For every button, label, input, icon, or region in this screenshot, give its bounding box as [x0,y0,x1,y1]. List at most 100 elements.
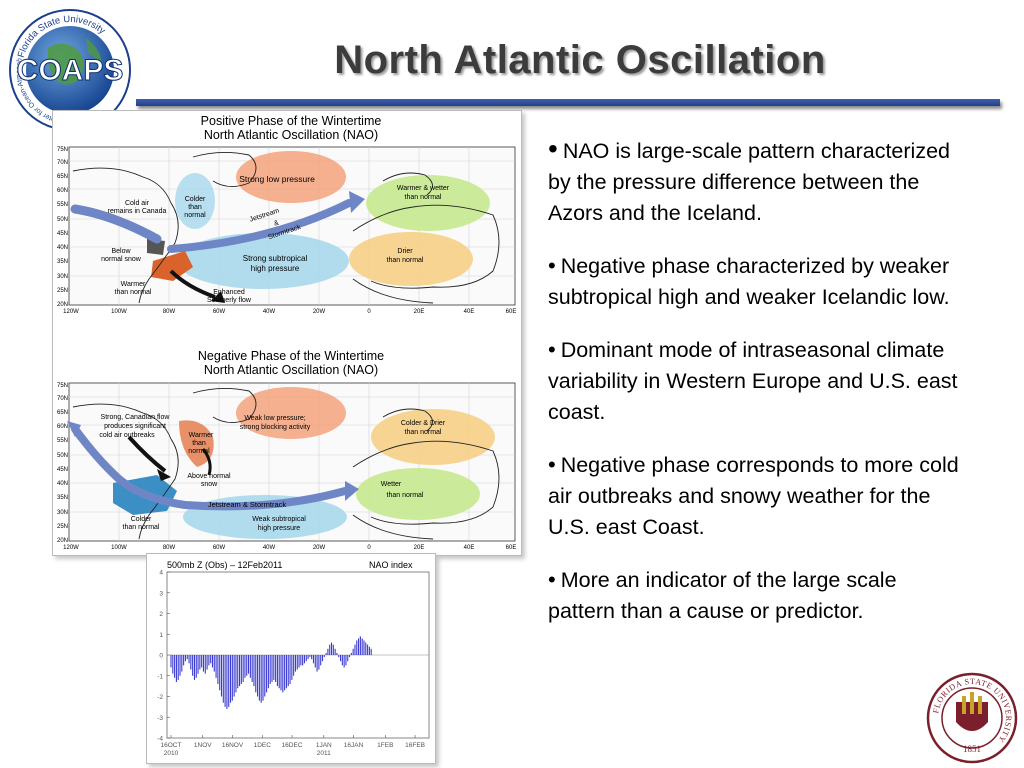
neg-ann-wetter-2: than normal [387,492,424,499]
nao-index-chart: 500mb Z (Obs) – 12Feb2011 NAO index 4 3 2 1… [146,553,436,764]
x-tick-sublabel: 2011 [317,750,331,757]
pos-title-2: North Atlantic Oscillation (NAO) [204,128,378,142]
y-tick-label: 2 [159,611,163,618]
pos-ann-warmer-1: Warmer [121,281,146,288]
svg-text:40W: 40W [263,545,276,551]
svg-text:50N: 50N [57,217,68,223]
pos-ann-drier-2: than normal [387,257,424,264]
pos-ann-jet-2: & [273,219,280,227]
neg-ann-canada-3: cold air outbreaks [99,432,155,439]
svg-text:60W: 60W [213,309,226,315]
svg-text:40W: 40W [263,309,276,315]
x-tick-label: 1JAN [316,742,332,749]
neg-ann-warmer-2: than [192,440,206,447]
bullet-list: • NAO is large-scale pattern characterize… [548,133,968,648]
pos-lon-labels: 120W 100W 80W 60W 40W 20W 0 20E 40E 60E [63,309,516,315]
coaps-logo-icon: Florida State University Center for Ocea… [8,8,131,131]
bullet-item: • More an indicator of the large scale pa… [548,567,897,623]
svg-text:40N: 40N [57,245,68,251]
svg-text:20N: 20N [57,538,68,544]
pos-ann-cold-2: remains in Canada [108,208,167,215]
svg-text:60N: 60N [57,424,68,430]
neg-ann-above-1: Above normal [187,473,231,480]
neg-ann-low-1: Weak low pressure; [244,415,305,422]
pos-ann-below-2: normal snow [101,256,142,263]
bullet-item: • Dominant mode of intraseasonal climate … [548,337,958,424]
svg-text:60N: 60N [57,188,68,194]
bullet-item: • Negative phase characterized by weaker … [548,253,950,309]
y-tick-label: -2 [157,694,163,701]
svg-text:120W: 120W [63,309,79,315]
svg-text:55N: 55N [57,202,68,208]
svg-text:25N: 25N [57,524,68,530]
y-tick-label: 4 [159,570,163,577]
pos-ann-colder-2: than [188,204,202,211]
bullet-item: • NAO is large-scale pattern characterize… [548,133,950,225]
x-tick-label: 16NOV [222,742,244,749]
neg-ann-colder-2: than normal [123,524,160,531]
svg-text:80W: 80W [163,309,176,315]
nao-index-svg: 500mb Z (Obs) – 12Feb2011 NAO index 4 3 2 1… [157,560,430,757]
neg-ann-jet: Jetstream & Stormtrack [208,500,287,509]
neg-lon-labels: 120W 100W 80W 60W 40W 20W 0 20E 40E 60E [63,545,516,551]
x-tick-label: 1DEC [254,742,272,749]
neg-ann-colderdrier-2: than normal [405,429,442,436]
svg-text:0: 0 [367,545,371,551]
nao-maps-svg: Positive Phase of the Wintertime North A… [57,114,516,551]
svg-text:25N: 25N [57,288,68,294]
university-seal-icon: FLORIDA STATE UNIVERSITY 1851 [926,672,1018,764]
svg-text:65N: 65N [57,174,68,180]
svg-text:40N: 40N [57,481,68,487]
svg-text:80W: 80W [163,545,176,551]
pos-ann-flow-1: Enhanced [213,289,245,296]
neg-ann-colder-1: Colder [131,516,152,523]
svg-text:40E: 40E [464,545,475,551]
svg-text:40E: 40E [464,309,475,315]
x-tick-label: 16DEC [282,742,303,749]
neg-title-2: North Atlantic Oscillation (NAO) [204,363,378,377]
neg-ann-canada-1: Strong, Canadian flow [101,414,171,421]
neg-ann-warmer-1: Warmer [189,432,214,439]
x-tick-label: 16FEB [405,742,425,749]
neg-ann-warmer-3: normal [188,448,210,455]
neg-lat-labels: 75N 70N 65N 60N 55N 50N 45N 40N 35N 30N … [57,383,68,544]
bullet-item: • Negative phase corresponds to more cold… [548,452,959,539]
pos-ann-cold-1: Cold air [125,200,150,207]
svg-text:0: 0 [367,309,371,315]
index-chart-title: 500mb Z (Obs) – 12Feb2011 [167,560,282,570]
x-tick-sublabel: 2010 [164,750,179,757]
svg-text:120W: 120W [63,545,79,551]
pos-lat-labels: 75N 70N 65N 60N 55N 50N 45N 40N 35N 30N … [57,147,68,308]
x-tick-label: 1FEB [377,742,393,749]
pos-ann-high-1: Strong subtropical [243,254,308,263]
neg-map: 75N 70N 65N 60N 55N 50N 45N 40N 35N 30N … [57,382,516,551]
svg-text:60E: 60E [506,309,517,315]
neg-ann-high-2: high pressure [258,525,301,532]
page-title: North Atlantic Oscillation [334,38,826,82]
pos-ann-high-2: high pressure [251,264,300,273]
svg-text:35N: 35N [57,495,68,501]
svg-text:30N: 30N [57,274,68,280]
y-tick-label: -4 [157,736,163,743]
svg-text:20W: 20W [313,309,326,315]
neg-ann-high-1: Weak subtropical [252,516,306,523]
svg-text:45N: 45N [57,231,68,237]
svg-text:20N: 20N [57,302,68,308]
svg-text:35N: 35N [57,259,68,265]
neg-title-1: Negative Phase of the Wintertime [198,349,384,363]
seal-year: 1851 [963,744,981,754]
y-tick-label: 1 [159,632,163,639]
svg-text:50N: 50N [57,453,68,459]
y-tick-label: -3 [157,715,163,722]
svg-text:20E: 20E [414,545,425,551]
x-tick-label: 1NOV [194,742,212,749]
svg-text:75N: 75N [57,383,68,389]
neg-ann-wetter-1: Wetter [381,481,402,488]
svg-text:75N: 75N [57,147,68,153]
y-tick-label: 0 [159,653,163,660]
svg-text:65N: 65N [57,410,68,416]
pos-ann-drier-1: Drier [397,248,413,255]
pos-map: 75N 70N 65N 60N 55N 50N 45N 40N 35N 30N … [57,146,516,315]
index-legend: NAO index [369,560,413,570]
pos-ann-low: Strong low pressure [239,174,315,184]
